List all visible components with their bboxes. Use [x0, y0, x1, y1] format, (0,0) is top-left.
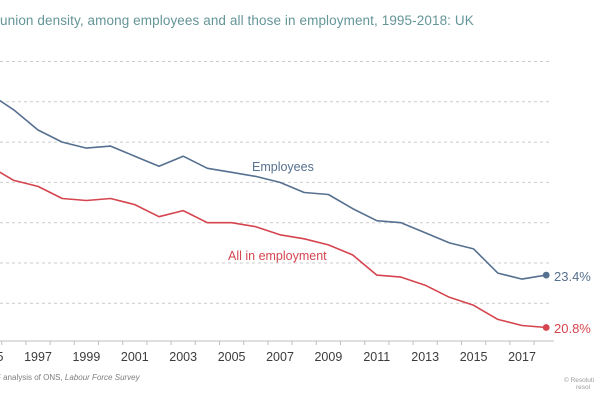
series-label-employees: Employees	[252, 160, 314, 174]
end-value-employees: 23.4%	[554, 269, 591, 284]
source-note: F analysis of ONS, Labour Force Survey	[0, 373, 140, 382]
x-axis-label: 2001	[121, 350, 149, 364]
x-axis-label: 2005	[218, 350, 246, 364]
x-axis-label: 2009	[314, 350, 342, 364]
source-note-survey-name: Labour Force Survey	[64, 373, 140, 382]
series-label-all-in-employment: All in employment	[228, 249, 327, 263]
x-axis-label: 2015	[460, 350, 488, 364]
all-in-employment-end-dot	[542, 324, 550, 331]
source-note-text: F analysis of ONS,	[0, 373, 65, 382]
x-axis-label: 2003	[169, 350, 197, 364]
x-axis-label: 2013	[411, 350, 439, 364]
employees-end-dot	[542, 271, 550, 279]
x-axis-label: 1997	[24, 350, 52, 364]
copyright-line-1: © Resoluti	[564, 377, 595, 384]
x-axis-label: 1995	[0, 350, 4, 364]
x-axis-label: 2017	[508, 350, 536, 364]
x-axis-label: 2011	[363, 350, 390, 364]
all-in-employment-line	[0, 171, 548, 329]
employees-line	[0, 99, 548, 280]
copyright-line-2: resol	[576, 384, 591, 391]
x-axis-label: 1999	[72, 350, 100, 364]
end-value-all-in-employment: 20.8%	[554, 321, 591, 336]
chart-title: union density, among employees and all t…	[0, 13, 474, 28]
x-axis-label: 2007	[266, 350, 294, 364]
